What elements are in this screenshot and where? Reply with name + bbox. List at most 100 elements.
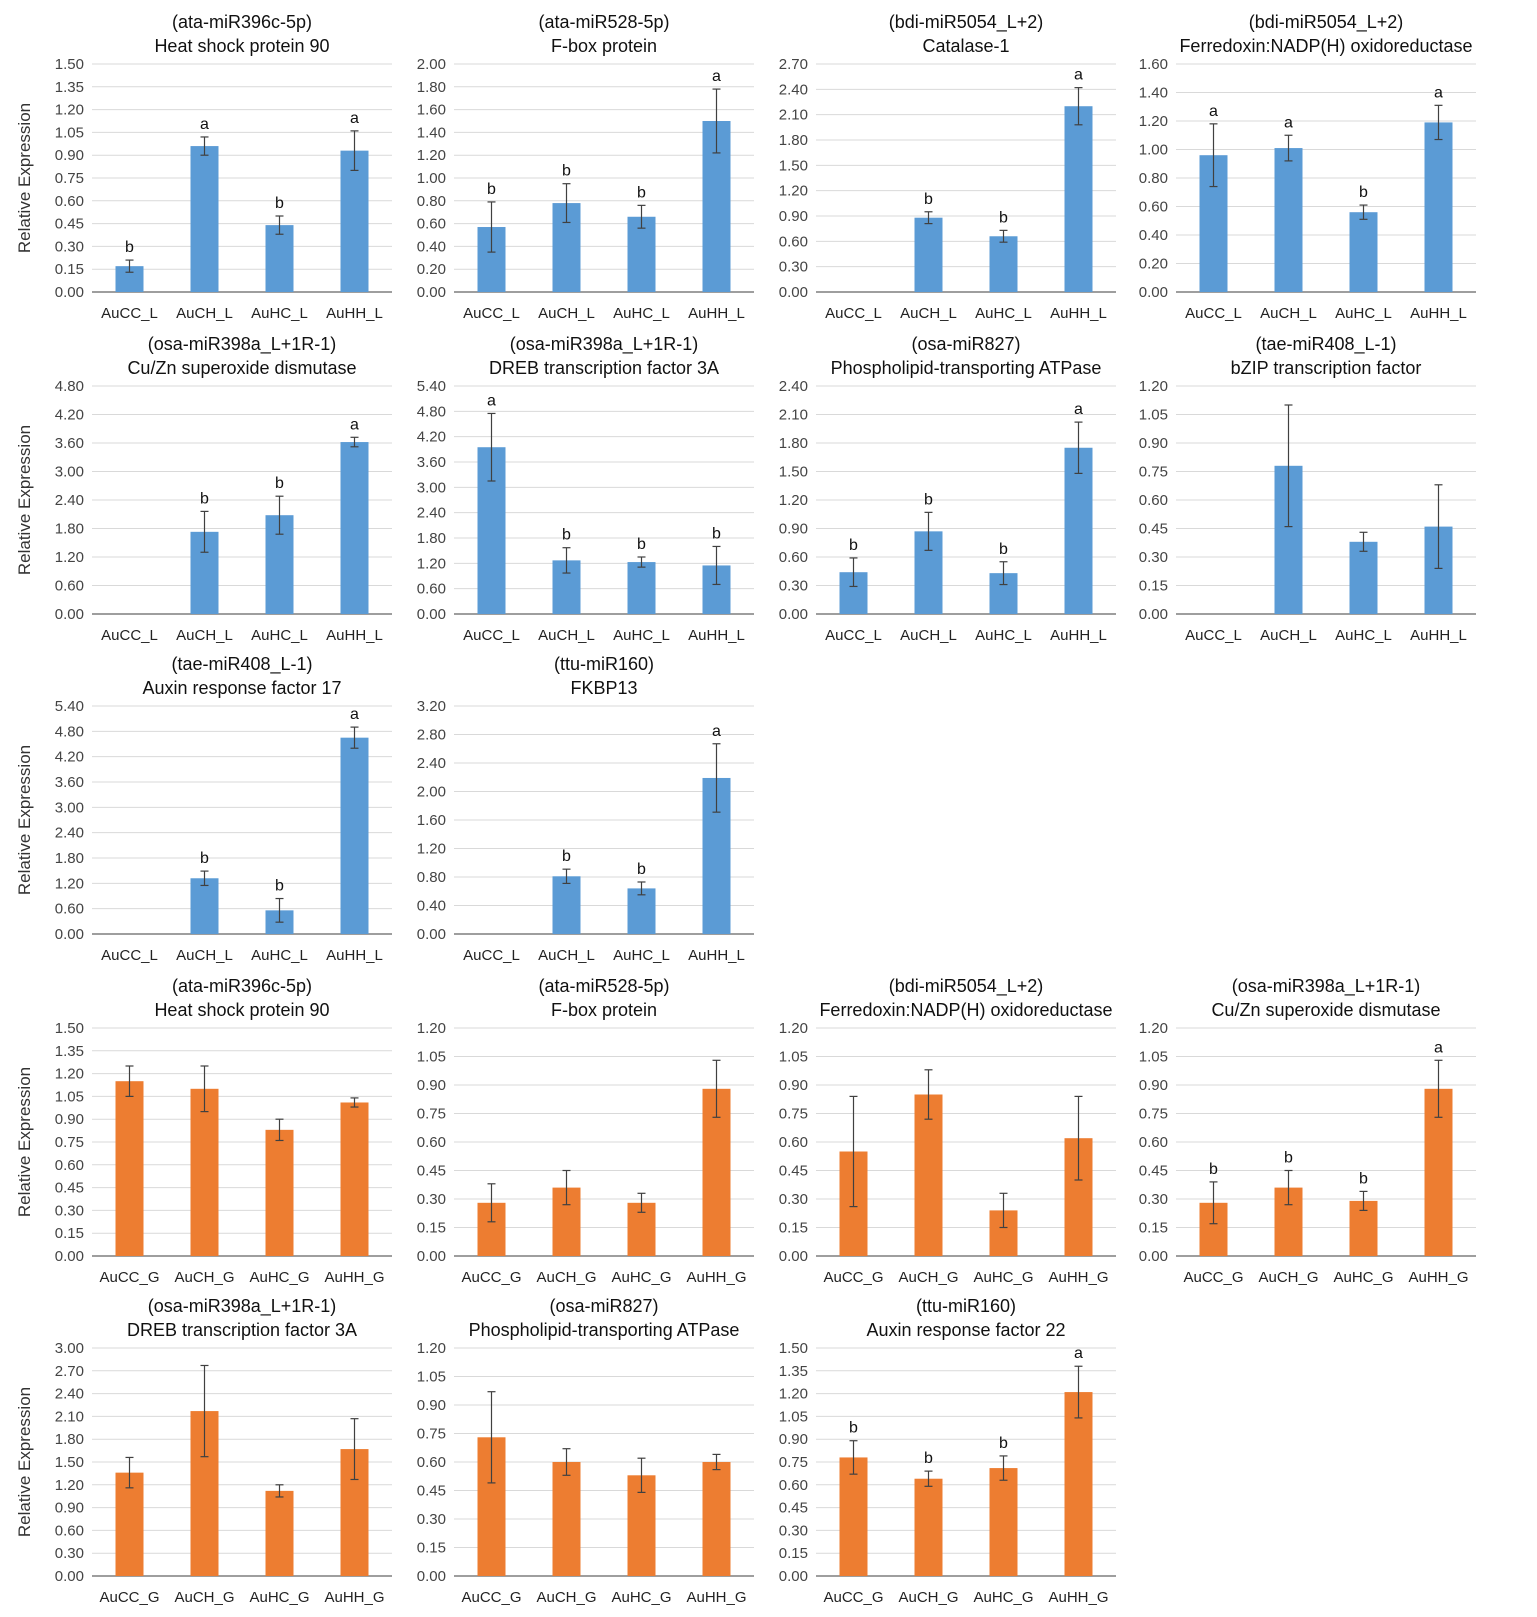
chart-title: (tae-miR408_L-1) <box>171 654 312 675</box>
y-tick-label: 0.15 <box>1139 1220 1168 1237</box>
y-tick-label: 4.80 <box>55 723 84 740</box>
x-tick-label: AuCC_G <box>823 1269 883 1286</box>
x-tick-label: AuCC_L <box>101 947 158 964</box>
chart-title: (bdi-miR5054_L+2) <box>1249 12 1404 33</box>
y-tick-label: 0.75 <box>417 1426 446 1443</box>
y-tick-label: 0.75 <box>1139 1106 1168 1123</box>
y-tick-label: 1.80 <box>779 435 808 452</box>
y-tick-label: 1.40 <box>417 124 446 141</box>
chart-panel: 0.00 0.15 0.30 0.45 0.60 0.75 0.90 1.05 1.20 1.35… <box>779 1296 1116 1606</box>
significance-letter: a <box>712 723 721 740</box>
y-tick-label: 0.60 <box>779 549 808 566</box>
significance-letter: b <box>924 491 933 508</box>
x-tick-label: AuHH_L <box>326 947 383 964</box>
y-tick-label: 1.05 <box>1139 407 1168 424</box>
chart-panel: 0.00 0.15 0.30 0.45 0.60 0.75 0.90 1.05 1.20 1.35… <box>15 12 392 322</box>
bar <box>914 217 943 292</box>
significance-letter: a <box>350 416 359 433</box>
y-tick-label: 1.50 <box>55 56 84 73</box>
y-tick-label: 0.60 <box>417 216 446 233</box>
x-tick-label: AuHH_G <box>1408 1269 1468 1286</box>
y-tick-label: 0.15 <box>417 1220 446 1237</box>
chart-title: Cu/Zn superoxide dismutase <box>1211 1000 1440 1020</box>
x-tick-label: AuCC_L <box>825 305 882 322</box>
significance-letter: b <box>924 1450 933 1467</box>
significance-letter: b <box>999 209 1008 226</box>
y-tick-label: 1.60 <box>417 812 446 829</box>
chart-title: (tae-miR408_L-1) <box>1255 334 1396 355</box>
y-tick-label: 1.05 <box>779 1408 808 1425</box>
bar <box>839 1457 868 1576</box>
x-tick-label: AuCH_G <box>174 1269 234 1286</box>
y-tick-label: 1.60 <box>417 102 446 119</box>
y-tick-label: 0.30 <box>55 1202 84 1219</box>
y-tick-label: 3.60 <box>55 774 84 791</box>
x-tick-label: AuCH_L <box>538 305 595 322</box>
significance-letter: b <box>999 541 1008 558</box>
chart-panel: 0.00 0.40 0.80 1.20 1.60 2.00 2.40 2.80 3.20 (ttu… <box>417 654 754 964</box>
y-tick-label: 1.20 <box>417 1340 446 1357</box>
x-tick-label: AuHH_L <box>688 947 745 964</box>
x-tick-label: AuCC_G <box>461 1589 521 1606</box>
y-tick-label: 2.40 <box>417 755 446 772</box>
y-tick-label: 2.10 <box>779 107 808 124</box>
bar <box>190 1088 219 1256</box>
bar <box>989 1468 1018 1576</box>
x-tick-label: AuCH_G <box>1258 1269 1318 1286</box>
chart-title: (osa-miR398a_L+1R-1) <box>510 334 699 355</box>
y-tick-label: 5.40 <box>55 698 84 715</box>
significance-letter: b <box>712 525 721 542</box>
chart-panel: 0.00 0.15 0.30 0.45 0.60 0.75 0.90 1.05 1.20 1.35… <box>15 976 392 1286</box>
y-tick-label: 0.75 <box>779 1106 808 1123</box>
x-tick-label: AuHC_L <box>251 627 308 644</box>
y-tick-label: 0.40 <box>417 898 446 915</box>
x-tick-label: AuHC_L <box>251 947 308 964</box>
y-tick-label: 1.80 <box>55 521 84 538</box>
y-tick-label: 0.00 <box>417 926 446 943</box>
y-axis-label: Relative Expression <box>15 103 34 253</box>
y-tick-label: 0.00 <box>55 1248 84 1265</box>
y-tick-label: 0.00 <box>55 926 84 943</box>
y-tick-label: 1.20 <box>1139 1020 1168 1037</box>
chart-title: F-box protein <box>551 36 657 56</box>
chart-title: FKBP13 <box>570 678 637 698</box>
y-tick-label: 0.15 <box>55 261 84 278</box>
significance-letter: b <box>1209 1161 1218 1178</box>
x-tick-label: AuHH_L <box>688 627 745 644</box>
y-tick-label: 2.40 <box>55 492 84 509</box>
chart-title: Ferredoxin:NADP(H) oxidoreductase <box>819 1000 1112 1020</box>
y-tick-label: 0.15 <box>779 1545 808 1562</box>
y-tick-label: 0.45 <box>55 216 84 233</box>
bar <box>552 1462 581 1576</box>
y-tick-label: 3.00 <box>55 1340 84 1357</box>
y-tick-label: 0.90 <box>779 208 808 225</box>
y-tick-label: 3.60 <box>417 454 446 471</box>
y-tick-label: 0.30 <box>1139 549 1168 566</box>
y-tick-label: 0.45 <box>417 1483 446 1500</box>
y-tick-label: 2.70 <box>779 56 808 73</box>
chart-panel: 0.00 0.15 0.30 0.45 0.60 0.75 0.90 1.05 1.20 (ata… <box>417 976 754 1286</box>
x-tick-label: AuCH_G <box>536 1269 596 1286</box>
y-tick-label: 0.30 <box>779 259 808 276</box>
y-tick-label: 2.40 <box>55 825 84 842</box>
y-tick-label: 0.75 <box>55 170 84 187</box>
y-tick-label: 2.40 <box>779 378 808 395</box>
y-tick-label: 0.30 <box>779 578 808 595</box>
significance-letter: a <box>1434 84 1443 101</box>
y-tick-label: 1.05 <box>417 1369 446 1386</box>
y-tick-label: 1.35 <box>55 1043 84 1060</box>
significance-letter: b <box>200 850 209 867</box>
x-tick-label: AuCH_L <box>176 627 233 644</box>
y-axis-label: Relative Expression <box>15 1067 34 1217</box>
y-tick-label: 2.10 <box>779 407 808 424</box>
x-tick-label: AuHH_L <box>326 627 383 644</box>
chart-title: (osa-miR827) <box>911 334 1020 354</box>
y-tick-label: 1.80 <box>779 132 808 149</box>
y-tick-label: 2.80 <box>417 727 446 744</box>
x-tick-label: AuHC_G <box>611 1589 671 1606</box>
y-tick-label: 1.80 <box>55 1431 84 1448</box>
significance-letter: b <box>637 184 646 201</box>
y-tick-label: 2.40 <box>417 505 446 522</box>
y-tick-label: 1.80 <box>417 530 446 547</box>
y-tick-label: 0.00 <box>55 1568 84 1585</box>
